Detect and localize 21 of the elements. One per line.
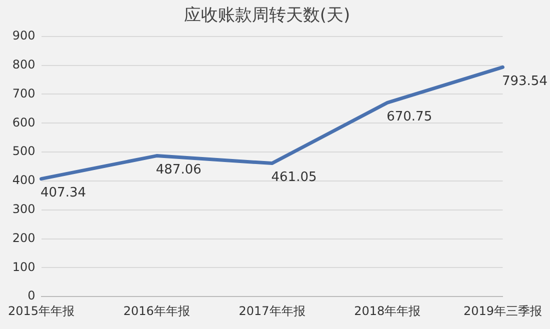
data-label: 670.75 [386,110,432,125]
y-tick-label: 900 [12,28,36,43]
chart-title: 应收账款周转天数(天) [184,6,350,26]
y-tick-label: 500 [12,144,36,158]
y-tick-label: 700 [12,86,36,100]
data-label: 487.06 [156,162,202,178]
y-tick-label: 0 [28,288,36,303]
y-tick-label: 600 [12,115,36,130]
y-tick-label: 300 [12,202,36,216]
y-tick-label: 200 [12,230,36,245]
data-label: 793.54 [502,74,548,90]
x-tick-label: 2017年年报 [238,304,306,318]
data-label: 407.34 [40,186,86,201]
data-label: 461.05 [271,170,317,186]
x-tick-label: 2016年年报 [123,304,190,318]
y-tick-label: 400 [12,173,36,188]
x-tick-label: 2015年年报 [8,304,75,318]
x-tick-label: 2019年三季报 [463,304,542,318]
y-tick-label: 800 [12,57,36,72]
x-tick-label: 2018年年报 [354,304,421,318]
y-tick-label: 100 [12,260,36,274]
